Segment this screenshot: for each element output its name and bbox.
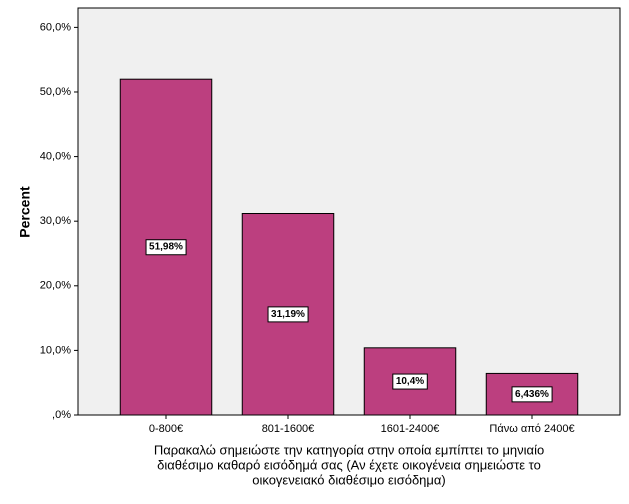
- y-tick-label: 30,0%: [40, 215, 71, 227]
- y-tick-label: ,0%: [52, 409, 71, 421]
- y-axis-title: Percent: [17, 186, 33, 238]
- y-tick-label: 50,0%: [40, 86, 71, 98]
- value-label-box: [267, 306, 309, 323]
- x-tick-label: 0-800€: [149, 423, 183, 435]
- value-label-box: [392, 373, 428, 390]
- value-label: 51,98%: [149, 242, 183, 253]
- y-tick-label: 60,0%: [40, 21, 71, 33]
- value-label-box: [511, 386, 553, 403]
- x-tick-label: 801-1600€: [262, 423, 315, 435]
- value-label-box: [145, 239, 187, 256]
- x-axis-title: Παρακαλώ σημειώστε την κατηγορία στην οπ…: [154, 442, 544, 457]
- x-axis-title: διαθέσιμο καθαρό εισόδημά σας (Αν έχετε …: [157, 457, 541, 472]
- value-label: 31,19%: [271, 309, 305, 320]
- y-tick-label: 20,0%: [40, 280, 71, 292]
- bar: [241, 213, 335, 416]
- y-tick-label: 10,0%: [40, 344, 71, 356]
- y-tick-label: 40,0%: [40, 150, 71, 162]
- x-tick-label: 1601-2400€: [381, 423, 440, 435]
- value-label: 10,4%: [396, 376, 424, 387]
- value-label: 6,436%: [515, 389, 549, 400]
- x-tick-label: Πάνω από 2400€: [489, 423, 574, 435]
- x-axis-title: οικογενειακό διαθέσιμο εισόδημα): [252, 472, 446, 487]
